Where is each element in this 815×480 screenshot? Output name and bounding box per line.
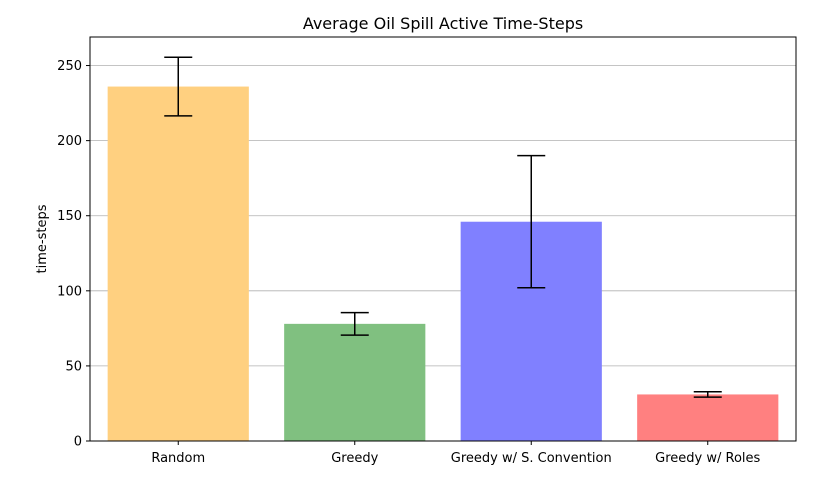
error-bar xyxy=(693,390,722,398)
bar xyxy=(637,394,779,441)
x-tick-label: Random xyxy=(151,451,205,466)
y-tick-label: 0 xyxy=(74,435,82,450)
y-axis-label: time-steps xyxy=(35,204,50,273)
x-tick-label: Greedy w/ Roles xyxy=(655,451,760,466)
x-axis-ticks: Random Greedy Greedy w/ S. Convention Greed… xyxy=(151,441,761,466)
y-axis-ticks: 0 50 100 150 200 250 xyxy=(57,59,90,450)
bars xyxy=(107,86,779,441)
error-bars xyxy=(164,56,722,398)
y-tick-label: 250 xyxy=(57,59,82,74)
error-bar xyxy=(164,56,193,117)
x-tick-label: Greedy xyxy=(331,451,378,466)
y-tick-label: 200 xyxy=(57,134,82,149)
bar xyxy=(284,323,426,441)
x-tick-label: Greedy w/ S. Convention xyxy=(451,451,612,466)
chart-title: Average Oil Spill Active Time-Steps xyxy=(303,14,583,33)
y-tick-label: 150 xyxy=(57,209,82,224)
y-tick-label: 100 xyxy=(57,284,82,299)
plot-frame xyxy=(89,36,797,442)
error-bar xyxy=(340,311,369,336)
bar xyxy=(107,86,249,441)
error-bar xyxy=(517,154,546,289)
y-tick-label: 50 xyxy=(65,359,82,374)
